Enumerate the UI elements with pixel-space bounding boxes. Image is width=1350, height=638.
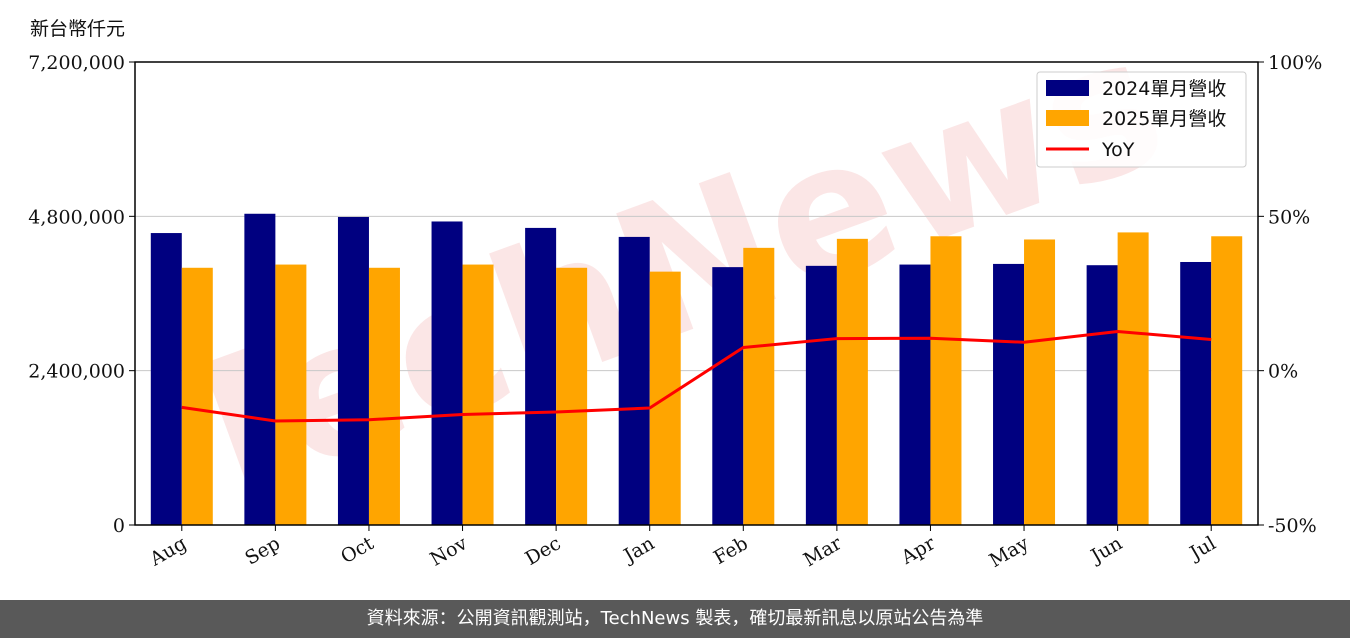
yoy-line [181, 329, 1212, 423]
bar-2025 [1024, 239, 1056, 525]
x-tick-label: May [986, 532, 1033, 572]
y-axis-unit-label: 新台幣仟元 [30, 18, 126, 40]
bar-2024 [525, 227, 557, 526]
y-tick-label: 0 [113, 515, 125, 537]
bar-2024 [244, 213, 276, 525]
x-tick-label: Jul [1185, 532, 1220, 565]
bar-2025 [556, 267, 588, 525]
bar-2024 [899, 264, 931, 525]
bar-2025 [462, 264, 494, 525]
bar-2025 [836, 238, 868, 525]
x-tick-label: Nov [426, 532, 471, 571]
y-tick-label: 4,800,000 [28, 206, 125, 228]
x-tick-label: Dec [521, 532, 564, 570]
y2-tick-label: 100% [1268, 52, 1322, 74]
bar-2024 [1086, 265, 1118, 525]
x-tick-label: Oct [337, 532, 378, 568]
x-tick-label: Apr [897, 532, 940, 569]
y2-tick-label: -50% [1268, 515, 1317, 537]
bar-2024 [150, 233, 182, 525]
bar-2025 [1117, 232, 1149, 525]
revenue-chart: TechNews 02,400,0004,800,0007,200,000-50… [28, 0, 1322, 572]
legend-label-yoy: YoY [1101, 139, 1135, 161]
bar-2025 [743, 247, 775, 525]
source-footer: 資料來源：公開資訊觀測站，TechNews 製表，確切最新訊息以原站公告為準 [0, 600, 1350, 638]
bar-2024 [1180, 261, 1212, 525]
bar-2025 [181, 267, 213, 525]
bar-2024 [805, 265, 837, 525]
legend-swatch-2025 [1046, 110, 1089, 126]
legend-box [1036, 71, 1247, 168]
bar-2024 [993, 263, 1025, 525]
x-tick-label: Aug [145, 532, 190, 571]
bar-2024 [337, 216, 369, 526]
x-tick-label: Feb [710, 532, 752, 569]
x-tick-label: Jan [618, 532, 658, 568]
legend: 2024單月營收 2025單月營收 YoY [1036, 71, 1247, 168]
bar-2025 [368, 267, 400, 525]
x-tick-label: Mar [800, 532, 846, 571]
bar-2025 [275, 264, 307, 525]
plot-frame [134, 61, 1259, 526]
y-tick-label: 2,400,000 [28, 361, 125, 383]
bar-2025 [1211, 236, 1243, 525]
y2-tick-label: 50% [1268, 206, 1310, 228]
bar-2024 [618, 236, 650, 525]
bar-2025 [930, 236, 962, 525]
legend-label-2025: 2025單月營收 [1102, 108, 1226, 130]
yoy-series-line [181, 329, 1212, 423]
x-tick-label: Jun [1086, 532, 1127, 568]
y2-tick-label: 0% [1268, 361, 1298, 383]
bar-2024 [431, 221, 463, 525]
y-tick-label: 7,200,000 [28, 52, 125, 74]
axes [134, 61, 1259, 526]
bars [150, 213, 1243, 526]
legend-swatch-2024 [1046, 80, 1089, 96]
bar-2024 [712, 267, 744, 525]
x-tick-label: Sep [241, 532, 284, 569]
legend-label-2024: 2024單月營收 [1102, 78, 1226, 100]
